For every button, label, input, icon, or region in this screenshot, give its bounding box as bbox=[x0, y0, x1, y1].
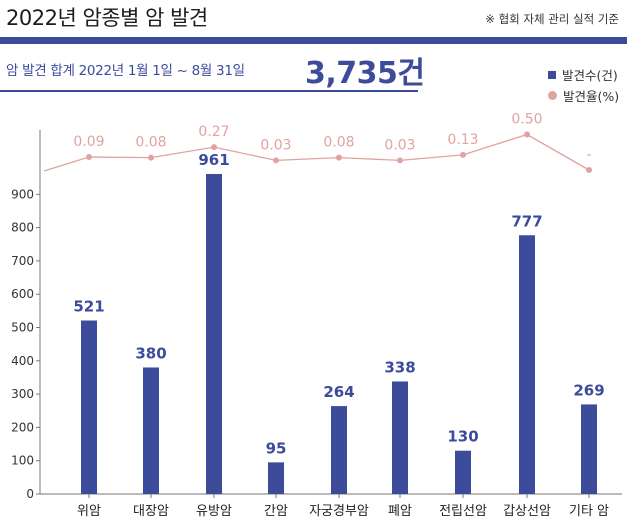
rate-point bbox=[460, 151, 466, 158]
rate-point bbox=[397, 157, 403, 164]
bar-value-label: 338 bbox=[384, 358, 415, 376]
axis-layer: 0 100 200 300 400 500 600 700 800 900 위암 대장암 유방암 간암 자궁… bbox=[11, 130, 622, 519]
legend-label-count: 발견수(건) bbox=[562, 68, 618, 83]
rate-label: 0.08 bbox=[323, 135, 354, 151]
bar bbox=[268, 462, 284, 494]
y-tick-label: 900 bbox=[11, 187, 34, 201]
legend-item-count: 발견수(건) bbox=[548, 64, 619, 85]
y-tick-label: 500 bbox=[11, 321, 34, 335]
category-label: 폐암 bbox=[388, 504, 412, 519]
bar bbox=[455, 450, 471, 494]
y-tick-label: 200 bbox=[11, 420, 34, 434]
bar-value-label: 777 bbox=[511, 212, 542, 230]
bar-value-label: 130 bbox=[447, 428, 478, 446]
rate-label: 0.03 bbox=[260, 137, 291, 153]
rate-label: 0.50 bbox=[511, 112, 542, 128]
category-label: 대장암 bbox=[133, 504, 169, 519]
category-label: 간암 bbox=[264, 504, 288, 519]
y-tick-label: 0 bbox=[26, 487, 34, 501]
legend-label-rate: 발견율(%) bbox=[563, 89, 620, 104]
rate-point bbox=[524, 131, 530, 138]
bar-value-label: 269 bbox=[573, 381, 604, 399]
bar bbox=[81, 320, 97, 494]
chart-title: 2022년 암종별 암 발견 bbox=[6, 6, 208, 30]
y-tick-label: 300 bbox=[11, 387, 34, 401]
summary-underline bbox=[0, 90, 418, 92]
category-label: 갑상선암 bbox=[503, 504, 551, 519]
rate-label: 0.09 bbox=[73, 134, 104, 150]
category-label: 위암 bbox=[77, 504, 101, 519]
legend-swatch-count bbox=[548, 70, 556, 79]
y-tick-label: 100 bbox=[11, 454, 34, 468]
category-label: 전립선암 bbox=[439, 504, 487, 519]
bar-value-label: 95 bbox=[266, 439, 287, 457]
category-label: 유방암 bbox=[196, 504, 232, 519]
bar bbox=[581, 404, 597, 494]
legend-item-rate: 발견율(%) bbox=[548, 85, 619, 106]
rate-point bbox=[211, 144, 217, 151]
bar bbox=[206, 173, 222, 494]
y-tick-label: 600 bbox=[11, 287, 34, 301]
rate-point bbox=[148, 154, 154, 161]
rate-point bbox=[86, 154, 92, 161]
bar bbox=[143, 367, 159, 494]
rate-layer: 0.09 0.08 0.27 0.03 0.08 0.03 0.13 0.50 - bbox=[43, 112, 592, 173]
rate-point bbox=[586, 167, 592, 173]
bar-layer: 521 380 961 95 264 338 130 777 269 bbox=[73, 151, 605, 494]
rate-point bbox=[336, 154, 342, 161]
bar bbox=[519, 235, 535, 494]
legend: 발견수(건) 발견율(%) bbox=[548, 64, 619, 106]
category-label: 기타 암 bbox=[569, 504, 609, 519]
title-divider bbox=[0, 37, 627, 44]
summary-total: 3,735건 bbox=[305, 56, 425, 91]
bar-value-label: 380 bbox=[135, 344, 166, 362]
y-tick-label: 800 bbox=[11, 221, 34, 235]
rate-label: 0.03 bbox=[384, 137, 415, 153]
rate-label: 0.08 bbox=[135, 135, 166, 151]
bar-value-label: 264 bbox=[323, 383, 354, 401]
basis-note: ※ 협회 자체 관리 실적 기준 bbox=[485, 12, 619, 26]
bar bbox=[392, 381, 408, 494]
category-label: 자궁경부암 bbox=[309, 504, 369, 519]
bar-value-label: 961 bbox=[198, 151, 229, 169]
rate-label: - bbox=[586, 147, 591, 163]
y-tick-label: 400 bbox=[11, 354, 34, 368]
rate-point bbox=[273, 157, 279, 164]
legend-swatch-rate bbox=[548, 91, 557, 100]
rate-line bbox=[43, 133, 590, 172]
bar bbox=[331, 406, 347, 494]
bar-value-label: 521 bbox=[73, 298, 104, 316]
rate-label: 0.27 bbox=[198, 124, 229, 140]
summary-label: 암 발견 합계 2022년 1월 1일 ~ 8월 31일 bbox=[6, 63, 245, 79]
rate-label: 0.13 bbox=[447, 132, 478, 148]
y-tick-label: 700 bbox=[11, 254, 34, 268]
